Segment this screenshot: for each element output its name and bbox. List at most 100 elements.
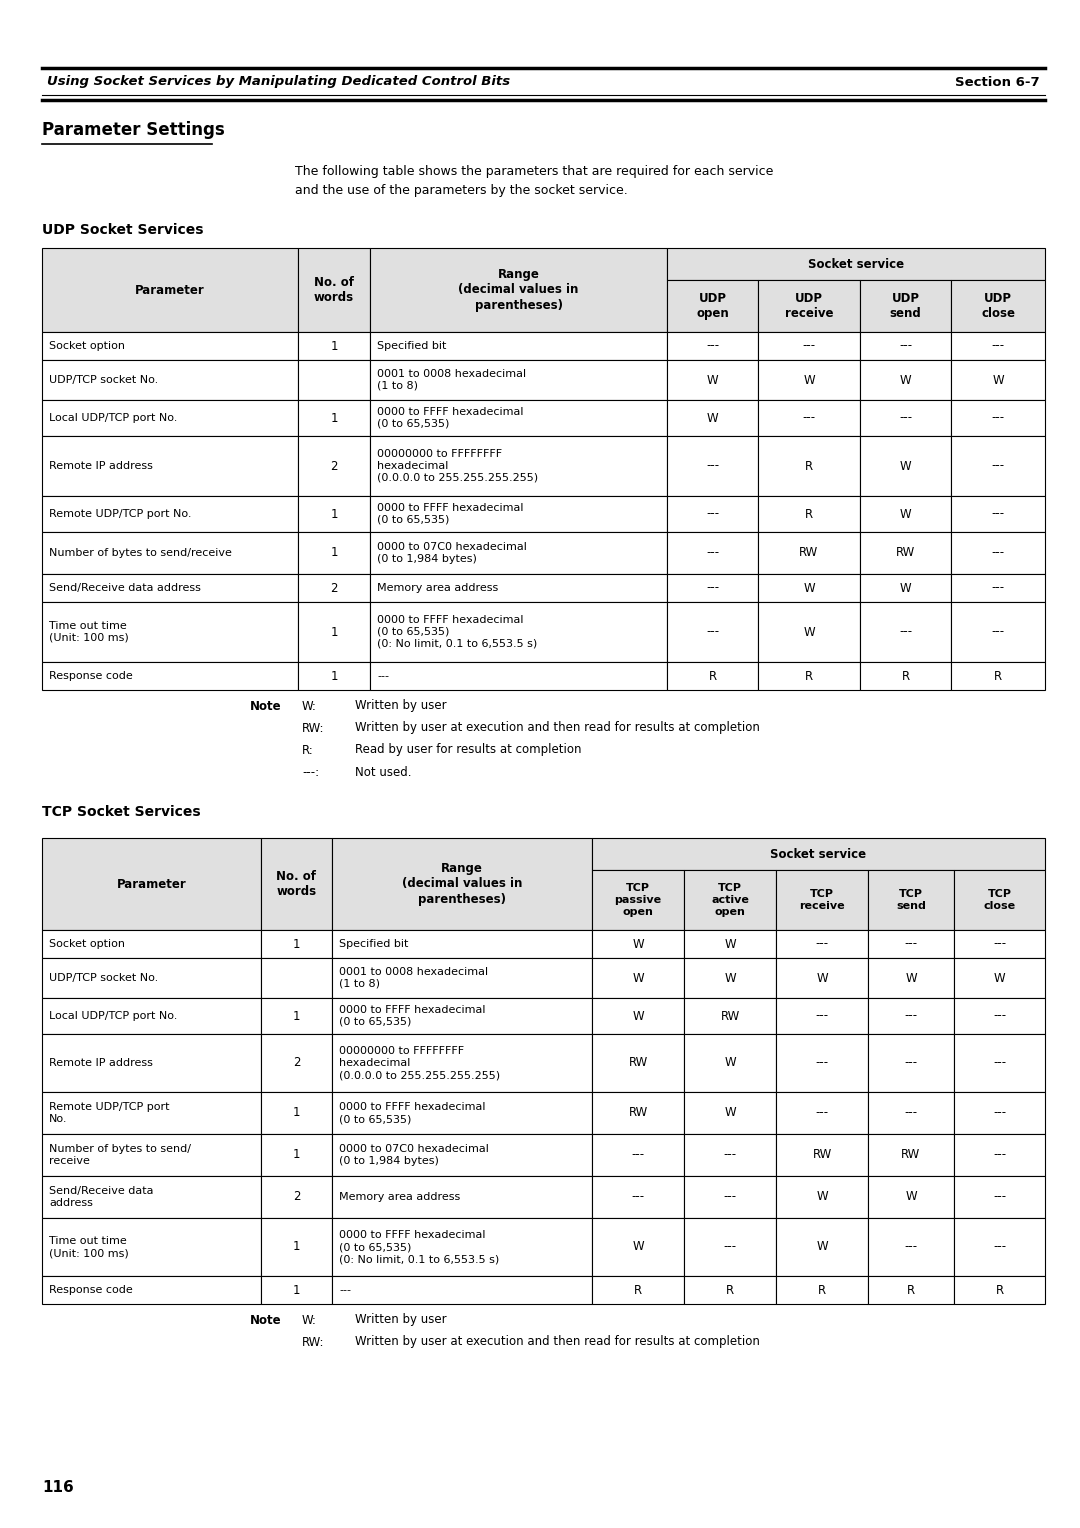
Text: RW: RW: [629, 1056, 648, 1070]
Text: 1: 1: [330, 669, 338, 683]
Bar: [42, 332, 298, 361]
Bar: [860, 332, 951, 361]
Text: W: W: [725, 972, 735, 984]
Bar: [592, 958, 684, 998]
Bar: [667, 400, 758, 435]
Text: W: W: [725, 1056, 735, 1070]
Text: ---: ---: [706, 460, 719, 472]
Bar: [667, 575, 758, 602]
Text: TCP
receive: TCP receive: [799, 889, 845, 911]
Bar: [298, 400, 370, 435]
Bar: [667, 602, 758, 662]
Text: ---: ---: [904, 1241, 918, 1253]
Text: Range
(decimal values in
parentheses): Range (decimal values in parentheses): [402, 862, 523, 906]
Text: RW: RW: [902, 1149, 920, 1161]
Text: UDP/TCP socket No.: UDP/TCP socket No.: [49, 973, 159, 983]
Bar: [592, 869, 684, 931]
Bar: [777, 1093, 868, 1134]
Text: Written by user at execution and then read for results at completion: Written by user at execution and then re…: [355, 1335, 760, 1349]
Text: 0001 to 0008 hexadecimal
(1 to 8): 0001 to 0008 hexadecimal (1 to 8): [377, 368, 526, 391]
Text: 2: 2: [330, 582, 338, 594]
Bar: [332, 931, 592, 958]
Bar: [758, 532, 860, 575]
Bar: [332, 1218, 592, 1276]
Bar: [860, 532, 951, 575]
Bar: [951, 602, 1045, 662]
Bar: [860, 400, 951, 435]
Text: R: R: [805, 507, 813, 521]
Text: ---: ---: [706, 625, 719, 639]
Bar: [261, 1177, 332, 1218]
Text: Range
(decimal values in
parentheses): Range (decimal values in parentheses): [458, 267, 579, 312]
Text: ---: ---: [724, 1149, 737, 1161]
Bar: [868, 931, 954, 958]
Text: W:: W:: [302, 1314, 316, 1326]
Bar: [954, 1134, 1045, 1177]
Text: 1: 1: [293, 1010, 300, 1022]
Text: No. of
words: No. of words: [276, 869, 316, 898]
Bar: [954, 1276, 1045, 1303]
Text: W: W: [900, 582, 912, 594]
Text: ---: ---: [706, 582, 719, 594]
Text: 1: 1: [293, 1241, 300, 1253]
Text: 1: 1: [330, 411, 338, 425]
Bar: [684, 1177, 777, 1218]
Bar: [42, 998, 261, 1034]
Bar: [860, 280, 951, 332]
Bar: [42, 662, 298, 691]
Bar: [667, 361, 758, 400]
Text: 1: 1: [293, 1284, 300, 1296]
Bar: [42, 400, 298, 435]
Bar: [592, 837, 1045, 869]
Text: 2: 2: [293, 1190, 300, 1204]
Text: 1: 1: [330, 625, 338, 639]
Text: 00000000 to FFFFFFFF
hexadecimal
(0.0.0.0 to 255.255.255.255): 00000000 to FFFFFFFF hexadecimal (0.0.0.…: [339, 1047, 500, 1080]
Bar: [42, 1034, 261, 1093]
Text: Number of bytes to send/receive: Number of bytes to send/receive: [49, 549, 232, 558]
Bar: [261, 1218, 332, 1276]
Bar: [777, 1134, 868, 1177]
Bar: [777, 958, 868, 998]
Bar: [951, 332, 1045, 361]
Bar: [868, 1218, 954, 1276]
Bar: [684, 1134, 777, 1177]
Bar: [868, 1034, 954, 1093]
Bar: [954, 869, 1045, 931]
Text: 2: 2: [330, 460, 338, 472]
Text: UDP
send: UDP send: [890, 292, 921, 321]
Bar: [758, 280, 860, 332]
Bar: [777, 869, 868, 931]
Text: Not used.: Not used.: [355, 766, 411, 778]
Text: ---: ---: [815, 1056, 828, 1070]
Text: ---: ---: [632, 1190, 645, 1204]
Text: Time out time
(Unit: 100 ms): Time out time (Unit: 100 ms): [49, 1236, 129, 1258]
Text: 0001 to 0008 hexadecimal
(1 to 8): 0001 to 0008 hexadecimal (1 to 8): [339, 967, 488, 989]
Text: R: R: [726, 1284, 734, 1296]
Text: ---: ---: [993, 1010, 1007, 1022]
Bar: [370, 602, 667, 662]
Text: R: R: [805, 460, 813, 472]
Bar: [298, 332, 370, 361]
Text: ---: ---: [339, 1285, 351, 1296]
Bar: [684, 998, 777, 1034]
Text: ---: ---: [993, 1190, 1007, 1204]
Bar: [298, 361, 370, 400]
Text: W: W: [816, 1241, 827, 1253]
Text: 1: 1: [330, 339, 338, 353]
Text: Written by user: Written by user: [355, 700, 447, 712]
Bar: [777, 1218, 868, 1276]
Text: W: W: [900, 507, 912, 521]
Text: TCP
passive
open: TCP passive open: [615, 883, 662, 917]
Bar: [684, 1034, 777, 1093]
Bar: [298, 575, 370, 602]
Text: Send/Receive data
address: Send/Receive data address: [49, 1186, 153, 1209]
Text: R:: R:: [302, 744, 314, 756]
Text: ---: ---: [993, 1106, 1007, 1120]
Text: 00000000 to FFFFFFFF
hexadecimal
(0.0.0.0 to 255.255.255.255): 00000000 to FFFFFFFF hexadecimal (0.0.0.…: [377, 449, 538, 483]
Text: Written by user at execution and then read for results at completion: Written by user at execution and then re…: [355, 721, 760, 735]
Text: 0000 to FFFF hexadecimal
(0 to 65,535): 0000 to FFFF hexadecimal (0 to 65,535): [339, 1102, 486, 1125]
Bar: [332, 998, 592, 1034]
Bar: [758, 575, 860, 602]
Bar: [42, 435, 298, 497]
Bar: [592, 1093, 684, 1134]
